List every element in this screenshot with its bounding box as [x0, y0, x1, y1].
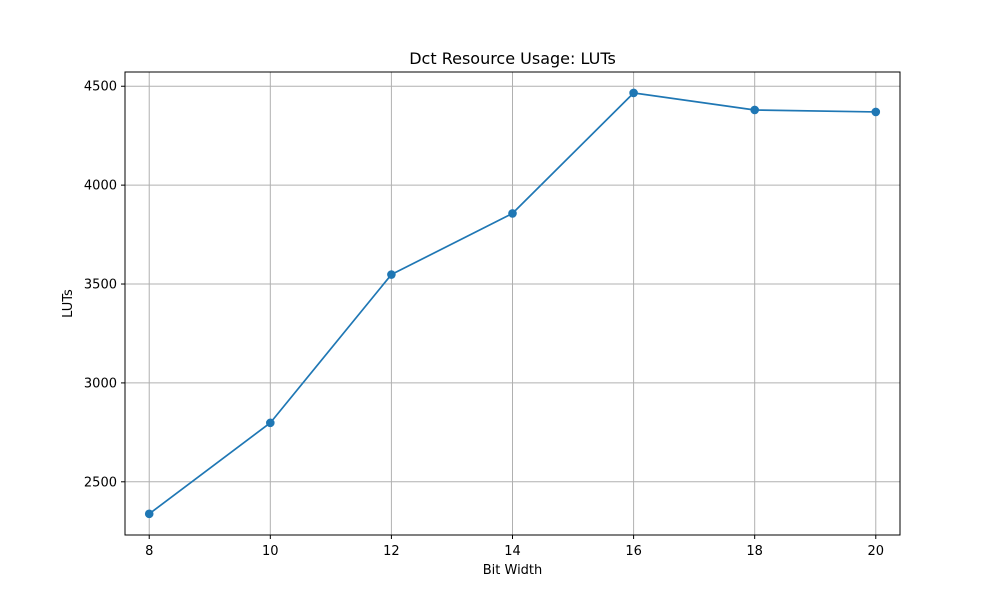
- y-tick-label: 3000: [84, 376, 117, 391]
- y-tick-label: 4000: [84, 179, 117, 194]
- x-tick-label: 8: [145, 544, 153, 559]
- y-axis-ticks: 2500 3000 3500 4000 4500: [84, 80, 125, 490]
- data-point-marker: [387, 270, 396, 279]
- data-point-marker: [266, 418, 275, 428]
- data-point-marker: [144, 509, 154, 519]
- chart-title: Dct Resource Usage: LUTs: [409, 49, 616, 68]
- x-tick-label: 20: [868, 544, 885, 559]
- y-axis-label: LUTs: [61, 289, 76, 318]
- y-tick-label: 4500: [84, 80, 117, 95]
- data-point-marker: [750, 105, 759, 115]
- data-point-marker: [871, 107, 881, 117]
- data-point-marker: [629, 88, 638, 98]
- x-tick-label: 12: [383, 544, 400, 559]
- data-point-marker: [508, 209, 517, 218]
- grid-lines: [125, 72, 900, 535]
- x-tick-label: 14: [504, 544, 521, 559]
- x-tick-label: 10: [262, 544, 279, 559]
- y-tick-label: 2500: [84, 475, 117, 490]
- x-axis-ticks: 8 10 12 14 16 18 20: [145, 535, 884, 559]
- plot-series: [144, 88, 881, 519]
- x-axis-label: Bit Width: [483, 563, 543, 578]
- x-tick-label: 16: [625, 544, 642, 559]
- y-tick-label: 3500: [84, 278, 117, 293]
- x-tick-label: 18: [746, 544, 763, 559]
